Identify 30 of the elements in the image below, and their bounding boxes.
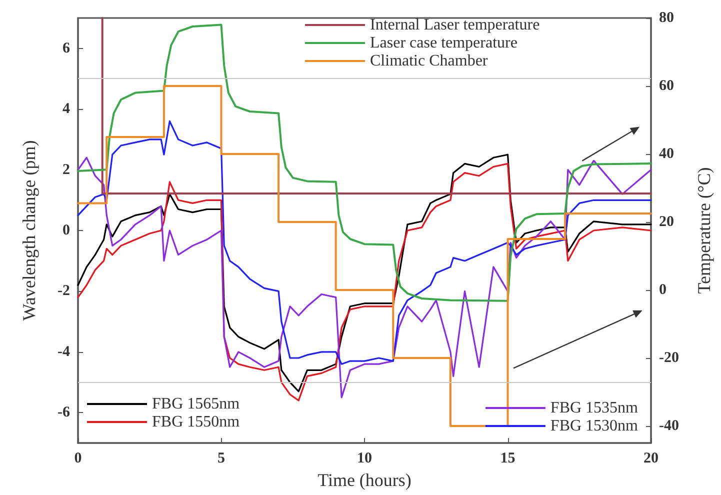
y2-tick-label: 20	[659, 214, 674, 230]
y-axis-title: Wavelength change (pm)	[19, 140, 39, 321]
x-tick-label: 5	[218, 450, 225, 466]
x-tick-label: 0	[74, 450, 82, 466]
y-tick-label: -2	[58, 283, 70, 300]
y-tick-label: -4	[58, 344, 70, 360]
legend-label: FBG 1530nm	[550, 418, 639, 434]
y2-tick-label: 80	[659, 10, 674, 26]
y-tick-label: -6	[58, 404, 70, 421]
y2-tick-label: 0	[659, 282, 666, 298]
legend-label: FBG 1550nm	[152, 414, 240, 430]
y-tick-label: 4	[62, 101, 70, 118]
x-tick-label: 20	[644, 450, 658, 466]
legend-label: Laser case temperature	[370, 34, 518, 52]
x-tick-label: 15	[500, 450, 516, 466]
y2-axis-title: Temperature (°C)	[694, 167, 714, 294]
y-tick-label: 6	[62, 40, 70, 56]
x-tick-label: 10	[357, 450, 372, 466]
legend-label: FBG 1535nm	[550, 400, 639, 416]
line-series	[77, 120, 652, 365]
y-tick-label: 2	[62, 162, 70, 178]
y2-tick-label: -40	[659, 418, 679, 434]
y2-tick-label: 60	[659, 78, 674, 94]
y2-tick-label: -20	[659, 350, 679, 366]
legend-label: Climatic Chamber	[370, 52, 488, 70]
x-axis-title: Time (hours)	[318, 470, 412, 490]
y2-tick-label: 40	[659, 146, 674, 162]
y-tick-label: 0	[62, 222, 70, 238]
legend-label: FBG 1565nm	[152, 396, 240, 412]
legend-label: Internal Laser temperature	[370, 16, 540, 34]
